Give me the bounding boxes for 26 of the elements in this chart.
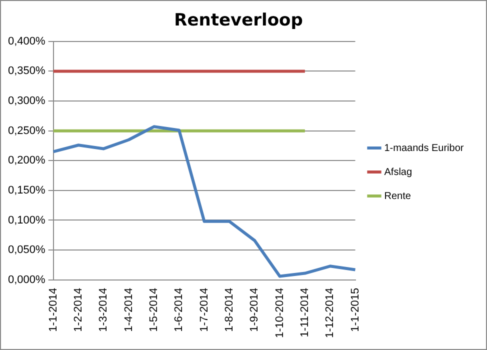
y-tick-label: 0,250% <box>8 124 46 137</box>
y-tick-label: 0,100% <box>8 214 46 226</box>
x-tick-label: 1-11-2014 <box>298 288 311 338</box>
legend-label: Afslag <box>384 166 412 178</box>
x-tick-label: 1-4-2014 <box>122 288 135 332</box>
x-tick-label: 1-7-2014 <box>198 288 210 332</box>
y-tick-label: 0,050% <box>8 244 46 256</box>
x-tick-label: 1-2-2014 <box>72 288 84 332</box>
x-tick-label: 1-1-2014 <box>47 288 60 332</box>
y-tick-label: 0,000% <box>8 274 46 286</box>
x-tick-label: 1-9-2014 <box>248 288 261 332</box>
x-tick-label: 1-12-2014 <box>324 288 336 338</box>
y-tick-label: 0,300% <box>8 95 46 108</box>
x-tick-label: 1-8-2014 <box>223 288 236 332</box>
y-tick-label: 0,150% <box>8 184 46 196</box>
x-tick-label: 1-3-2014 <box>98 288 110 332</box>
x-tick-label: 1-6-2014 <box>173 288 186 332</box>
legend-label: Rente <box>384 190 412 202</box>
y-tick-label: 0,400% <box>8 35 46 48</box>
x-tick-label: 1-10-2014 <box>274 288 286 338</box>
chart-title: Renteverloop <box>174 10 303 31</box>
y-tick-label: 0,200% <box>8 154 46 167</box>
x-tick-label: 1-1-2015 <box>349 288 362 332</box>
y-tick-label: 0,350% <box>8 65 46 78</box>
legend-label: 1-maands Euribor <box>384 142 464 154</box>
x-tick-label: 1-5-2014 <box>148 288 160 332</box>
